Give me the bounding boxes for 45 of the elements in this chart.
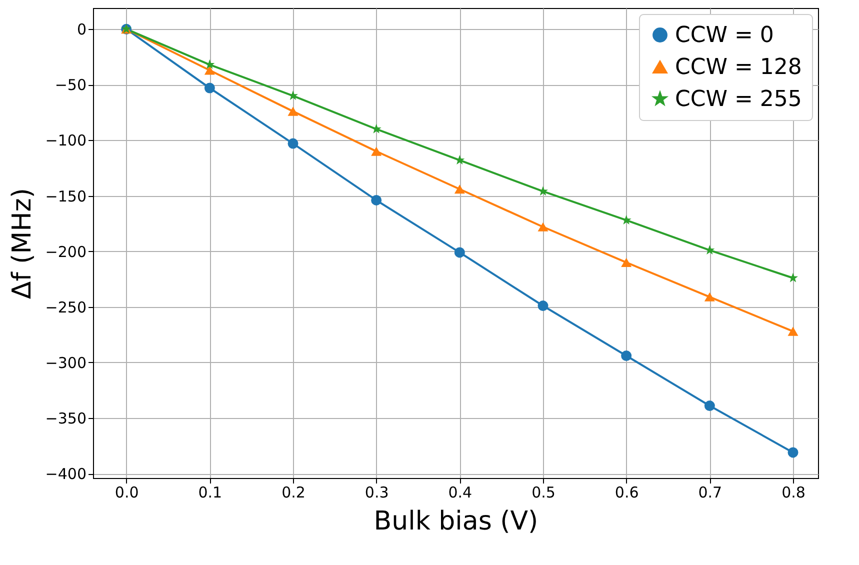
legend-label: CCW = 0 [675, 23, 774, 48]
point [788, 447, 798, 458]
x-tick-label: 0.4 [448, 484, 472, 502]
x-tick-label: 0.5 [532, 484, 556, 502]
x-tick-label: 0.3 [364, 484, 389, 502]
x-tick-label: 0.6 [614, 484, 639, 502]
point [288, 106, 298, 116]
point [621, 258, 632, 267]
point [454, 247, 465, 258]
x-tick-label: 0.1 [198, 484, 222, 502]
x-tick-label: 0.2 [282, 484, 306, 502]
point [538, 222, 548, 232]
point [788, 326, 798, 336]
point [371, 146, 382, 156]
y-tick-label: −200 [45, 242, 86, 261]
point [621, 350, 632, 362]
y-tick-label: −400 [45, 465, 86, 484]
point [204, 66, 215, 75]
y-tick-label: −50 [54, 76, 86, 94]
point [538, 300, 548, 312]
legend-label: CCW = 128 [675, 55, 802, 80]
point [704, 400, 715, 412]
y-tick-label: −250 [45, 298, 86, 316]
x-axis-title: Bulk bias (V) [374, 506, 538, 536]
x-tick-label: 0.0 [114, 484, 139, 502]
point [454, 154, 465, 164]
y-tick-label: −300 [45, 354, 86, 372]
legend-label: CCW = 255 [675, 87, 802, 112]
y-axis-title: Δf (MHz) [7, 188, 38, 300]
x-tick-label: 0.7 [698, 484, 722, 502]
x-tick-label: 0.8 [782, 484, 806, 502]
point [204, 59, 215, 69]
y-tick-label: −350 [45, 410, 86, 428]
y-tick-label: −150 [45, 187, 86, 206]
y-tick-label: 0 [76, 20, 86, 39]
point [454, 184, 465, 194]
y-tick-label: −100 [45, 132, 86, 150]
point [371, 194, 382, 206]
point [204, 82, 215, 94]
point [288, 90, 298, 100]
point [538, 186, 548, 196]
point [788, 272, 798, 282]
point [704, 292, 715, 302]
point [371, 124, 382, 134]
point [288, 138, 298, 149]
